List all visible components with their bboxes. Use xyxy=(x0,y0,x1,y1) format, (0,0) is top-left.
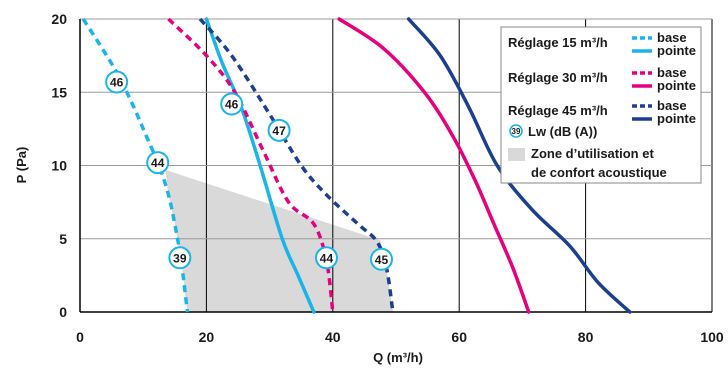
legend-lw-marker xyxy=(509,124,523,138)
lw-marker-label: 47 xyxy=(272,124,286,138)
series-r15-base xyxy=(81,18,190,313)
lw-marker-circle xyxy=(168,246,192,270)
y-tick-label: 10 xyxy=(51,158,67,174)
lw-marker: 44 xyxy=(314,246,338,270)
lw-marker-circle xyxy=(220,92,244,116)
lw-marker: 46 xyxy=(105,70,129,94)
lw-marker: 45 xyxy=(369,247,393,271)
x-tick-label: 80 xyxy=(578,329,594,345)
lw-marker-circle xyxy=(146,151,170,175)
lw-marker-label: 45 xyxy=(375,253,389,267)
lw-marker-label: 44 xyxy=(320,251,334,265)
lw-marker: 47 xyxy=(267,118,291,142)
legend-zone-line1: Zone d’utilisation et xyxy=(531,146,654,161)
y-axis-label: P (Pa) xyxy=(14,147,29,184)
y-tick-label: 5 xyxy=(59,231,67,247)
x-tick-label: 0 xyxy=(76,329,84,345)
lw-marker-label: 46 xyxy=(225,97,239,111)
grid-layer xyxy=(79,18,713,313)
legend-box xyxy=(500,26,702,184)
legend-group-label: Réglage 15 m³/h xyxy=(508,35,608,50)
zone-layer xyxy=(165,169,393,312)
lw-marker-circle xyxy=(105,70,129,94)
lw-marker: 44 xyxy=(146,151,170,175)
lw-marker-circle xyxy=(314,246,338,270)
lw-marker: 39 xyxy=(168,246,192,270)
series-r45-pointe xyxy=(406,17,632,314)
legend-base-label: base xyxy=(657,65,687,80)
x-tick-label: 20 xyxy=(199,329,215,345)
comfort-zone xyxy=(165,169,393,312)
lw-marker-circle xyxy=(267,118,291,142)
legend-zone-line2: de confort acoustique xyxy=(531,165,667,180)
y-tick-label: 20 xyxy=(51,11,67,27)
legend-lw-row: 39 Lw (dB (A)) xyxy=(509,124,597,139)
x-tick-label: 40 xyxy=(325,329,341,345)
legend-pointe-label: pointe xyxy=(657,111,696,126)
y-tick-label: 15 xyxy=(51,84,67,100)
legend-base-label: base xyxy=(657,30,687,45)
legend-group-label: Réglage 30 m³/h xyxy=(508,70,608,85)
lw-marker-circle xyxy=(369,247,393,271)
series-r30-pointe xyxy=(337,17,531,314)
lw-marker-label: 44 xyxy=(151,156,165,170)
x-tick-label: 100 xyxy=(700,329,724,345)
legend-zone-swatch xyxy=(508,148,525,161)
lw-marker-label: 46 xyxy=(110,75,124,89)
legend-lw-marker-text: 39 xyxy=(512,127,521,136)
legend-base-label: base xyxy=(657,98,687,113)
legend-pointe-label: pointe xyxy=(657,43,696,58)
tick-layer: 0 20 40 60 80 100 0 5 10 15 20 xyxy=(51,11,723,345)
y-tick-label: 0 xyxy=(59,304,67,320)
lw-marker-label: 39 xyxy=(173,251,187,265)
lw-marker: 46 xyxy=(220,92,244,116)
legend-pointe-label: pointe xyxy=(657,78,696,93)
series-r15-pointe xyxy=(204,17,316,314)
marker-layer: 46 44 39 46 47 44 45 xyxy=(105,70,393,271)
x-axis-label: Q (m³/h) xyxy=(373,350,423,365)
x-tick-label: 60 xyxy=(451,329,467,345)
legend-zone-row: Zone d’utilisation et de confort acousti… xyxy=(508,146,667,180)
legend-lw-label: Lw (dB (A)) xyxy=(528,124,597,139)
legend-group-label: Réglage 45 m³/h xyxy=(508,103,608,118)
